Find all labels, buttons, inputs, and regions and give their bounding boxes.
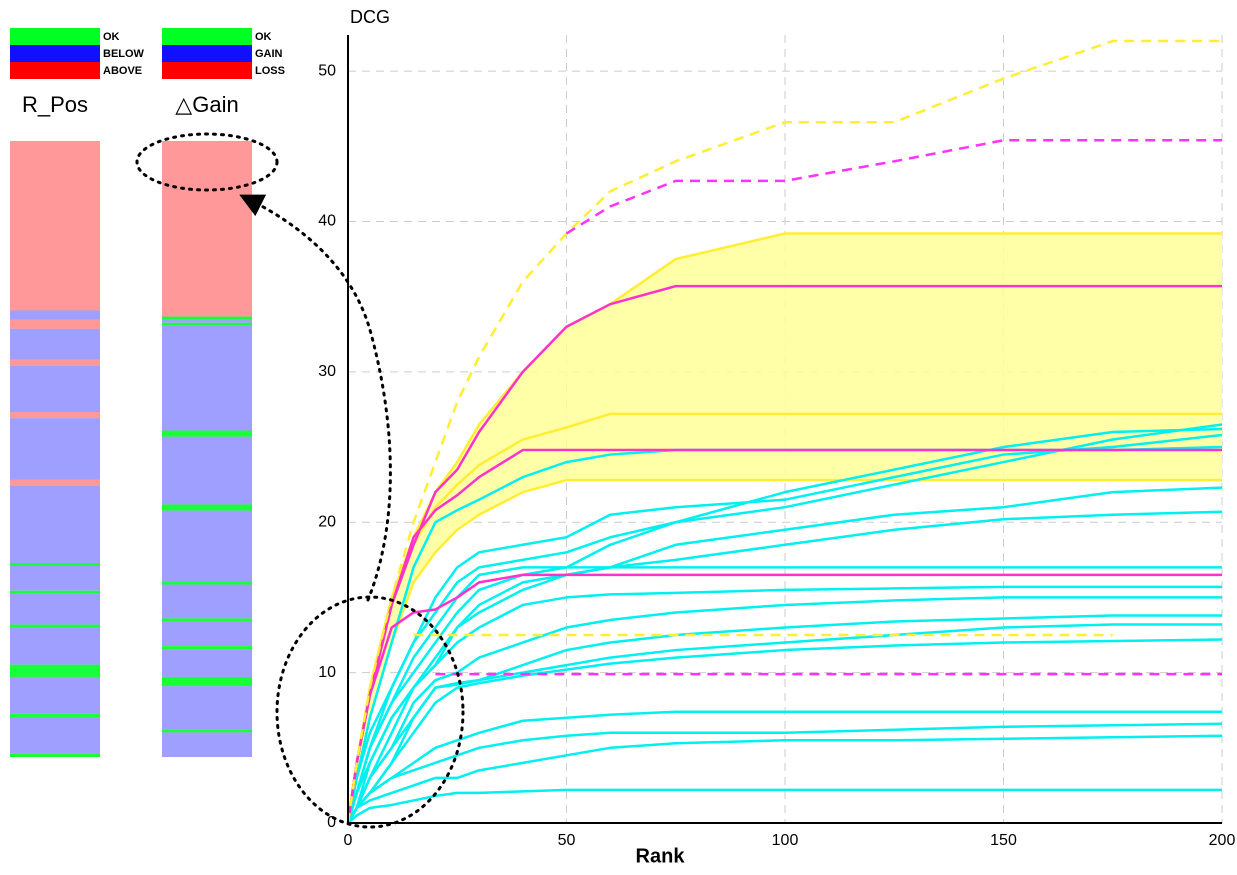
strip-segment [10,141,100,311]
x-axis-label: Rank [636,845,686,867]
x-tick-label: 200 [1209,832,1236,849]
strip-segment [10,418,100,480]
strip-segment [162,621,252,647]
strip-segment [162,676,252,687]
series-line [346,566,1222,824]
legend-label: OK [255,31,272,43]
series-line [347,788,1222,824]
strip-segment [162,581,252,585]
strip-segment [10,479,100,486]
strip-segment [10,566,100,591]
series-line [565,139,1222,235]
legend-label: LOSS [255,65,285,77]
strip-segment [162,618,252,622]
strip-segment [162,316,252,320]
strip-panels: OK BELOW ABOVE R_Pos OK GAIN LOSS △Gain [10,28,285,757]
legend-label: ABOVE [103,65,142,77]
strip-segment [10,590,100,594]
series-line [346,722,1223,824]
legend-label: GAIN [255,48,283,60]
strip-segment [162,325,252,431]
y-tick-label: 20 [318,513,336,530]
strip-segment [10,676,100,714]
x-tick-label: 0 [344,832,353,849]
legend-label: BELOW [103,48,145,60]
strip-segment [162,322,252,326]
series-line [346,585,1222,824]
highlight-ellipse [275,595,465,829]
y-axis-label: DCG [350,7,390,27]
y-tick-label: 30 [318,363,336,380]
chart: 0 10 20 30 40 50 0 50 100 150 200 DCG Rank [318,7,1235,868]
y-tick-label: 40 [318,213,336,230]
band [348,233,1222,824]
strip-segment [10,562,100,567]
strip-segment [10,713,100,717]
series-line [346,734,1223,824]
legend-swatch [162,62,252,79]
series-line [346,448,1222,824]
legend-label: OK [103,31,120,43]
x-tick-label: 50 [558,832,576,849]
strip-segment [10,319,100,329]
strip-segment [162,646,252,650]
strip-segment [162,649,252,677]
strip-segment [10,328,100,360]
strip-segment [162,686,252,730]
strip-segment [162,319,252,323]
strip-segment [162,504,252,511]
series-line [346,638,1223,824]
x-tick-label: 150 [990,832,1017,849]
series-line [346,433,1223,824]
strip-segment [10,593,100,625]
strip-segment [162,430,252,437]
strip-segment [162,141,252,317]
series-line [346,510,1223,824]
strip-segment [10,310,100,320]
strip-segment [10,664,100,677]
strip-segment [10,485,100,563]
strip-segment [10,359,100,366]
legend-swatch [10,45,100,62]
legend-swatch [162,28,252,45]
y-tick-label: 50 [318,62,336,79]
strip-segment [162,729,252,733]
strip-segment [10,365,100,413]
series-line [346,423,1223,824]
strip-segment [162,732,252,757]
strip-segment [162,510,252,582]
y-tick-label: 0 [327,814,336,831]
series-line [346,614,1222,824]
panel-title: R_Pos [22,92,88,117]
arrow [239,194,392,602]
legend-swatch [10,62,100,79]
legend-swatch [10,28,100,45]
strip-segment [10,627,100,665]
strip-segment [162,436,252,505]
strip-segment [10,412,100,419]
series-line [346,573,1222,824]
legend-swatch [162,45,252,62]
highlight-ellipse [135,132,279,192]
annotations [135,132,465,829]
strip-segment [10,753,100,757]
strip-segment [162,584,252,619]
strip-segment [10,716,100,754]
x-tick-label: 100 [772,832,799,849]
strip-segment [10,624,100,628]
panel-title: △Gain [175,92,238,117]
y-tick-label: 10 [318,664,336,681]
